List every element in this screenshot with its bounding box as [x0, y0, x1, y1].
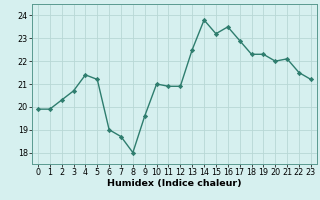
X-axis label: Humidex (Indice chaleur): Humidex (Indice chaleur): [107, 179, 242, 188]
